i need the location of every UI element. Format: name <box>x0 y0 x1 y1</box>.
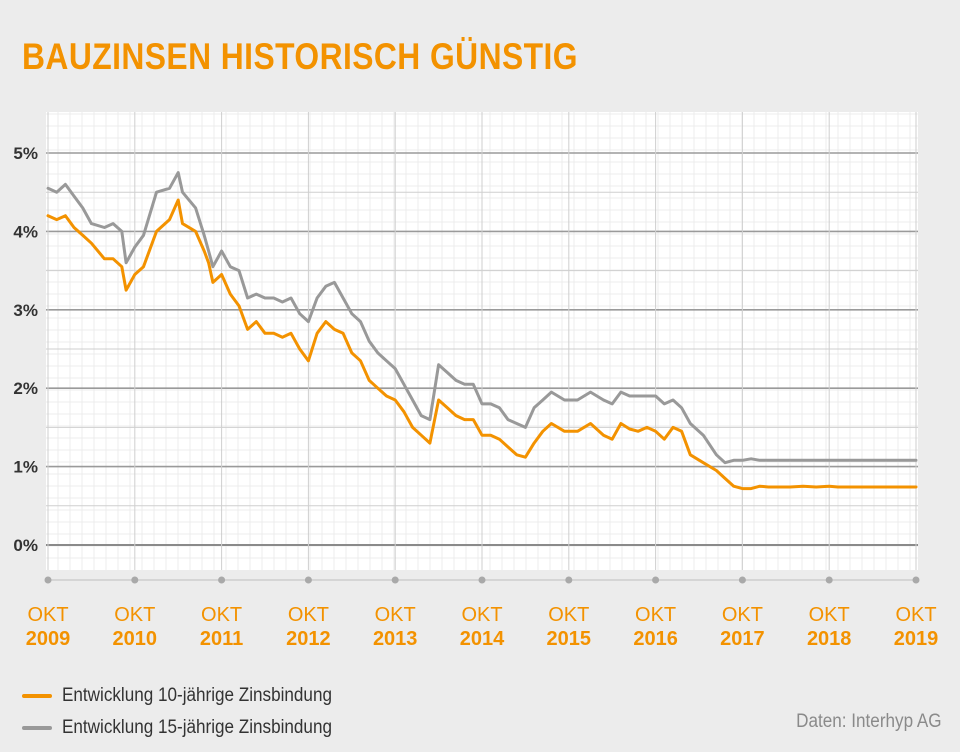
x-tick-label-month: OKT <box>201 604 242 626</box>
x-tick-label-year: 2012 <box>286 628 331 650</box>
x-tick-marker <box>391 576 399 584</box>
x-tick-marker <box>304 576 312 584</box>
legend-item-15y: Entwicklung 15-jährige Zinsbindung <box>22 712 362 744</box>
x-tick-marker <box>565 576 573 584</box>
x-tick-label-month: OKT <box>548 604 589 626</box>
x-tick-label-month: OKT <box>722 604 763 626</box>
x-tick-label-month: OKT <box>809 604 850 626</box>
y-axis: 0% 1% 2% 3% 4% 5% <box>13 144 38 555</box>
legend-swatch-15y <box>22 726 52 730</box>
x-tick-label-month: OKT <box>895 604 936 626</box>
x-tick-label-year: 2016 <box>633 628 678 650</box>
y-tick-label: 3% <box>13 301 38 320</box>
page-title: BAUZINSEN HISTORISCH GÜNSTIG <box>22 36 578 77</box>
x-tick-marker <box>738 576 746 584</box>
x-tick-label-year: 2009 <box>26 628 71 650</box>
y-tick-label: 1% <box>13 458 38 477</box>
x-tick-marker <box>912 576 920 584</box>
series-lines <box>46 171 918 491</box>
series-line-10y <box>46 198 918 491</box>
x-tick-marker <box>131 576 139 584</box>
x-tick-label-year: 2018 <box>807 628 852 650</box>
legend-item-10y: Entwicklung 10-jährige Zinsbindung <box>22 680 362 712</box>
y-tick-label: 2% <box>13 379 38 398</box>
x-tick-label-month: OKT <box>114 604 155 626</box>
x-tick-marker <box>478 576 486 584</box>
x-tick-label-month: OKT <box>375 604 416 626</box>
major-grid <box>46 112 918 570</box>
x-tick-marker <box>44 576 52 584</box>
y-tick-label: 5% <box>13 144 38 163</box>
x-tick-label-month: OKT <box>288 604 329 626</box>
x-tick-label-year: 2019 <box>894 628 939 650</box>
x-tick-label-year: 2013 <box>373 628 418 650</box>
x-tick-label-month: OKT <box>635 604 676 626</box>
x-tick-label-year: 2011 <box>200 628 243 650</box>
x-tick-marker <box>218 576 226 584</box>
y-tick-label: 4% <box>13 222 38 241</box>
x-tick-label-year: 2014 <box>460 628 505 650</box>
x-tick-label-year: 2015 <box>547 628 592 650</box>
legend: Entwicklung 10-jährige Zinsbindung Entwi… <box>22 680 362 744</box>
legend-label-15y: Entwicklung 15-jährige Zinsbindung <box>62 717 332 738</box>
y-tick-label: 0% <box>13 536 38 555</box>
legend-swatch-10y <box>22 694 52 698</box>
x-tick-marker <box>652 576 660 584</box>
x-tick-label-month: OKT <box>27 604 68 626</box>
x-tick-label-year: 2017 <box>720 628 765 650</box>
legend-label-10y: Entwicklung 10-jährige Zinsbindung <box>62 685 332 706</box>
x-tick-label-month: OKT <box>461 604 502 626</box>
x-tick-marker <box>825 576 833 584</box>
data-source: Daten: Interhyp AG <box>796 711 942 732</box>
x-tick-label-year: 2010 <box>113 628 158 650</box>
series-line-15y <box>46 171 918 465</box>
x-axis: OKT2009OKT2010OKT2011OKT2012OKT2013OKT20… <box>26 576 939 650</box>
